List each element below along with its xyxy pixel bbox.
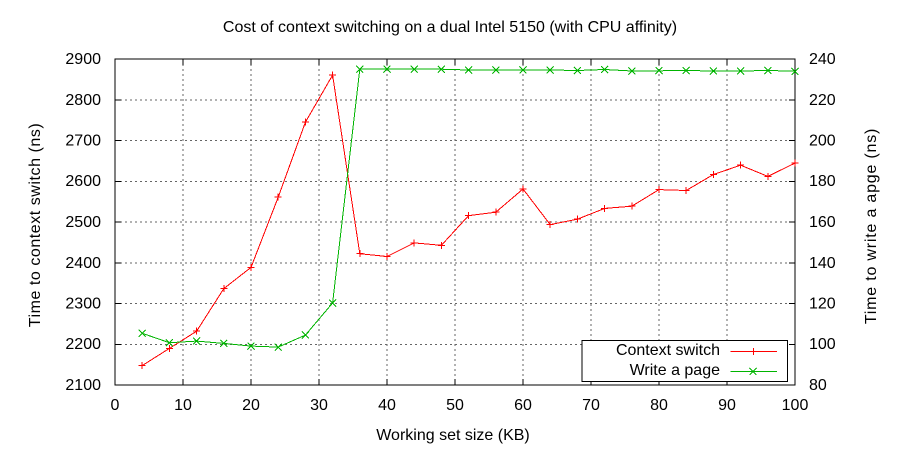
svg-text:100: 100	[782, 397, 809, 414]
svg-text:2200: 2200	[65, 336, 101, 353]
svg-text:20: 20	[242, 397, 260, 414]
svg-text:2100: 2100	[65, 377, 101, 394]
svg-text:2500: 2500	[65, 214, 101, 231]
svg-text:90: 90	[718, 397, 736, 414]
svg-text:80: 80	[809, 377, 827, 394]
svg-text:2600: 2600	[65, 173, 101, 190]
svg-text:Working set size (KB): Working set size (KB)	[376, 427, 530, 444]
svg-text:2800: 2800	[65, 92, 101, 109]
svg-text:120: 120	[809, 296, 836, 313]
svg-text:60: 60	[514, 397, 532, 414]
svg-text:2300: 2300	[65, 296, 101, 313]
svg-text:140: 140	[809, 255, 836, 272]
svg-text:40: 40	[378, 397, 396, 414]
svg-text:Time to write a apge (ns): Time to write a apge (ns)	[863, 128, 880, 324]
svg-text:Time to context switch (ns): Time to context switch (ns)	[27, 123, 44, 328]
svg-text:100: 100	[809, 336, 836, 353]
svg-text:10: 10	[174, 397, 192, 414]
svg-text:2900: 2900	[65, 51, 101, 68]
svg-text:Context switch: Context switch	[616, 342, 720, 359]
svg-text:80: 80	[650, 397, 668, 414]
svg-text:2400: 2400	[65, 255, 101, 272]
svg-text:30: 30	[310, 397, 328, 414]
svg-text:180: 180	[809, 173, 836, 190]
svg-text:240: 240	[809, 51, 836, 68]
svg-text:70: 70	[582, 397, 600, 414]
svg-text:Cost of context switching on a: Cost of context switching on a dual Inte…	[223, 19, 677, 36]
svg-text:Write a page: Write a page	[630, 362, 721, 379]
svg-text:160: 160	[809, 214, 836, 231]
svg-text:2700: 2700	[65, 133, 101, 150]
svg-text:0: 0	[111, 397, 120, 414]
svg-text:50: 50	[446, 397, 464, 414]
svg-text:220: 220	[809, 92, 836, 109]
svg-text:200: 200	[809, 133, 836, 150]
